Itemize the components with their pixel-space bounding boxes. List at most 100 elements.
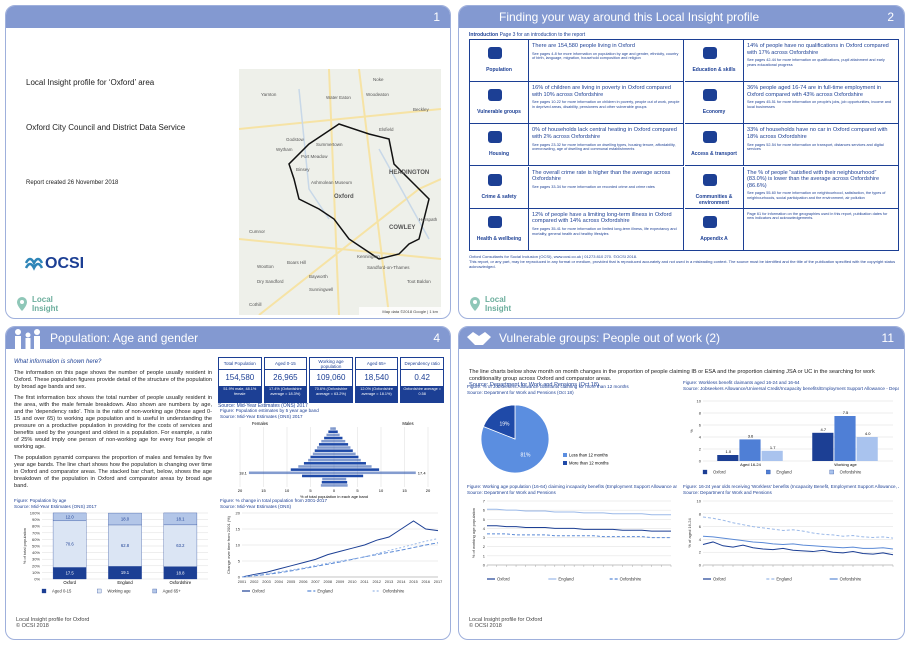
intro-label: Introduction (469, 32, 499, 38)
figure-title: Figure: % of Jobseekers Allowance claima… (467, 384, 629, 389)
map-label: Horspath (419, 217, 438, 222)
y-tick-label: 0 (483, 563, 486, 568)
topic-text: 16% of children are living in poverty in… (532, 85, 680, 109)
topic-text: 36% people aged 16-74 are in full-time e… (747, 85, 895, 109)
topic-text: 33% of households have no car in Oxford … (747, 127, 895, 151)
x-tick-label: 2016 (422, 580, 430, 584)
value-label: 12.0 (66, 514, 75, 519)
pyramid-bar (334, 452, 356, 456)
bar-segment (163, 512, 198, 526)
pyramid-bar (334, 484, 348, 487)
y-axis-label: Change over time from 2001 (%) (226, 515, 231, 574)
stat-label: Working age population (310, 358, 352, 370)
pyramid-bar (317, 446, 334, 449)
icon-shape (488, 131, 502, 144)
legend-swatch (97, 588, 102, 594)
brand-pin (17, 297, 27, 311)
topic-label: Economy (702, 109, 726, 116)
x-tick-label: 2011 (360, 580, 368, 584)
pyramid-bar (334, 455, 359, 459)
x-tick-label: 2005 (287, 580, 295, 584)
summary-cell: Education & skills 14% of people have no … (685, 40, 899, 82)
value-label: 17.5 (66, 571, 75, 576)
map-label: Port Meadow (301, 154, 328, 159)
page-11: Vulnerable groups: People out of work (2… (458, 326, 905, 640)
map-label: Woodeaton (366, 92, 389, 97)
topic-main: The % of people “satisfied with their ne… (747, 169, 880, 189)
brand-line: Local (485, 295, 506, 304)
value-label: 19% (499, 422, 510, 428)
value-label: 3.6 (748, 433, 754, 438)
topic-divider (743, 82, 744, 125)
map-label: Ashmolean Museum (311, 180, 352, 185)
created: Report created 26 November 2018 (26, 180, 119, 186)
topic-icon (703, 131, 717, 144)
topic-divider (528, 208, 529, 251)
topic-icon (488, 89, 502, 102)
pyramid-bar (334, 443, 349, 446)
topic-main: 16% of children are living in poverty in… (532, 85, 671, 98)
x-tick-label: 5 (356, 488, 359, 493)
pyramid-bar (334, 449, 353, 452)
topic-text: 12% of people have a limiting long-term … (532, 212, 680, 236)
map: Noke Yarnton Water Eaton Woodeaton Beckley Go… (239, 69, 441, 315)
footer-line: This report, or any part, may be reprodu… (469, 259, 896, 269)
map-label: Elsfield (379, 127, 394, 132)
topic-icon (703, 47, 717, 59)
pyramid-bar (334, 446, 351, 449)
series-label: Females (252, 421, 268, 426)
topic-label: Crime & safety (481, 193, 517, 200)
topic-detail: See pages 33-34 for more information on … (532, 184, 655, 189)
page-number: 11 (881, 331, 894, 345)
figure-title: Figure: 16-24 year olds receiving 'Workl… (683, 484, 899, 489)
figure-source: Source: Mid-Year Estimates (ONS) 2017 (220, 414, 303, 419)
topic-detail: See pages 35-41 for more information on … (532, 226, 677, 236)
map-label: Cumnor (249, 229, 266, 234)
map-label: Noke (373, 77, 384, 82)
topic-detail: See pages 42-44 for more information on … (747, 58, 885, 67)
map-label: Dry Sandford (257, 279, 284, 284)
y-tick-label: 4 (483, 526, 486, 531)
topic-detail: See pages 55-60 for more information on … (747, 191, 886, 200)
logo-waves (24, 257, 44, 271)
header: 1 (6, 6, 450, 28)
page-2: Finding your way around this Local Insig… (458, 5, 905, 319)
page-number: 1 (433, 10, 440, 24)
line (487, 508, 671, 516)
map-label: Godstow (286, 137, 305, 142)
bar-segment (163, 524, 198, 567)
y-tick-label: 10 (236, 543, 241, 548)
page-number: 4 (433, 331, 440, 345)
value-label: 18.0 (121, 517, 130, 522)
map-label: COWLEY (389, 225, 415, 231)
legend-label: Oxford (713, 577, 726, 582)
pyramid-bar (334, 462, 366, 465)
x-tick-label: 2004 (275, 580, 283, 584)
pyramid-bar (334, 465, 372, 468)
stat-box: Working age population 109,060 70.6% (Oxfo… (309, 357, 353, 403)
topic-divider (743, 208, 744, 251)
topic-detail: See pages 10-22 for more information on … (532, 100, 680, 109)
value-label: 17.4 (418, 470, 427, 475)
y-tick-label: 20% (32, 563, 40, 568)
value-label: 1.7 (770, 445, 776, 450)
value-label: 4.0 (865, 431, 871, 436)
bar-segment (52, 520, 87, 568)
map-label: Bayworth (309, 274, 328, 279)
legend-label: Aged 0-15 (52, 589, 72, 594)
legend-label: Oxfordshire (383, 589, 405, 594)
bar (812, 432, 834, 461)
header: Vulnerable groups: People out of work (2… (459, 327, 904, 349)
x-tick-label: 2006 (299, 580, 307, 584)
topic-divider (528, 40, 529, 82)
x-tick-label: 2002 (250, 580, 258, 584)
stat-label: Aged 0-15 (264, 358, 307, 370)
map-label: Sunningwell (309, 287, 333, 292)
map-label: Sandford-on-Thames (367, 265, 410, 270)
topic-divider (528, 124, 529, 167)
y-tick-label: 40% (32, 550, 40, 555)
y-tick-label: 1 (483, 553, 486, 558)
explainer: What information is shown here? The info… (14, 359, 212, 490)
stat-value: 109,060 (316, 373, 346, 382)
line (487, 533, 671, 539)
